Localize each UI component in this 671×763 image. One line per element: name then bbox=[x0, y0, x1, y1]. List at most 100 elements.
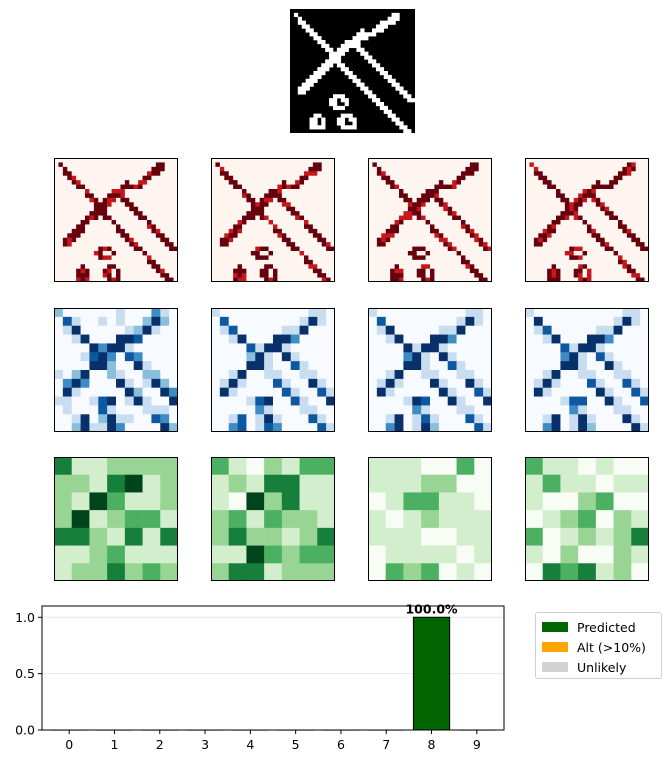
feature-cell bbox=[452, 197, 457, 203]
feature-cell bbox=[412, 414, 422, 424]
feature-cell bbox=[142, 233, 148, 239]
feature-cell bbox=[85, 264, 90, 270]
feature-cell bbox=[613, 171, 619, 177]
feature-cell bbox=[273, 242, 278, 247]
feature-cell bbox=[542, 215, 548, 221]
feature-cell bbox=[525, 268, 530, 274]
feature-cell bbox=[430, 162, 435, 168]
feature-cell bbox=[425, 277, 431, 282]
feature-cell bbox=[299, 334, 309, 344]
feature-cell bbox=[98, 405, 108, 415]
feature-cell bbox=[560, 264, 566, 270]
feature-cell bbox=[394, 343, 404, 353]
feature-cell bbox=[613, 492, 632, 511]
feature-cell bbox=[644, 233, 649, 239]
feature-cell bbox=[273, 189, 278, 194]
input-pixel bbox=[352, 121, 357, 126]
input-pixel bbox=[317, 71, 322, 76]
feature-cell bbox=[281, 414, 292, 424]
feature-cell bbox=[421, 334, 431, 344]
feature-cell bbox=[421, 224, 426, 230]
feature-cell bbox=[438, 166, 444, 172]
feature-cell bbox=[71, 184, 77, 190]
feature-cell bbox=[215, 158, 221, 163]
feature-cell bbox=[120, 255, 126, 261]
feature-cell bbox=[317, 211, 323, 216]
feature-cell bbox=[169, 189, 174, 194]
feature-cell bbox=[438, 242, 444, 247]
feature-cell bbox=[631, 251, 637, 256]
feature-cell bbox=[317, 175, 323, 181]
feature-cell bbox=[622, 361, 632, 371]
feature-cell bbox=[299, 510, 318, 529]
feature-cell bbox=[474, 264, 480, 270]
feature-cell bbox=[93, 193, 99, 199]
feature-cell bbox=[89, 563, 108, 581]
feature-cell bbox=[631, 387, 641, 397]
feature-cell bbox=[299, 255, 305, 261]
feature-cell bbox=[259, 264, 265, 270]
feature-cell bbox=[587, 220, 592, 225]
feature-cell bbox=[290, 334, 300, 344]
feature-cell bbox=[368, 189, 373, 194]
feature-cell bbox=[542, 220, 548, 225]
feature-cell bbox=[98, 277, 104, 282]
feature-cell bbox=[622, 211, 628, 216]
feature-cell bbox=[573, 259, 579, 265]
feature-cell bbox=[600, 228, 606, 234]
feature-cell bbox=[330, 220, 335, 225]
feature-cell bbox=[160, 166, 166, 172]
feature-cell bbox=[591, 228, 597, 234]
feature-cell bbox=[403, 162, 409, 168]
feature-cell bbox=[551, 237, 557, 243]
feature-cell bbox=[551, 405, 561, 415]
feature-cell bbox=[67, 228, 73, 234]
feature-cell bbox=[308, 224, 314, 230]
feature-cell bbox=[533, 224, 539, 230]
feature-cell bbox=[273, 343, 283, 353]
feature-cell bbox=[211, 242, 216, 247]
feature-cell bbox=[304, 251, 309, 256]
feature-cell bbox=[438, 352, 449, 362]
feature-cell bbox=[169, 228, 174, 234]
feature-cell bbox=[587, 197, 592, 203]
feature-cell bbox=[317, 545, 335, 564]
feature-cell bbox=[421, 370, 431, 380]
feature-cell bbox=[246, 255, 252, 261]
feature-cell bbox=[573, 158, 579, 163]
feature-cell bbox=[250, 251, 256, 256]
feature-cell bbox=[71, 202, 77, 208]
feature-cell bbox=[120, 158, 126, 163]
feature-cell bbox=[403, 474, 422, 493]
feature-cell bbox=[138, 162, 143, 168]
feature-cell bbox=[211, 233, 216, 239]
feature-cell bbox=[173, 264, 178, 270]
feature-cell bbox=[421, 206, 426, 212]
input-pixel bbox=[352, 43, 357, 49]
feature-cell bbox=[591, 259, 597, 265]
feature-cell bbox=[390, 197, 395, 203]
feature-cell bbox=[317, 220, 323, 225]
feature-cell bbox=[98, 180, 104, 185]
feature-cell bbox=[211, 492, 230, 511]
feature-cell bbox=[290, 308, 300, 318]
feature-cell bbox=[533, 228, 539, 234]
feature-cell bbox=[600, 184, 606, 190]
feature-cell bbox=[399, 158, 404, 163]
feature-cell bbox=[67, 251, 73, 256]
feature-cell bbox=[250, 220, 256, 225]
feature-cell bbox=[390, 220, 395, 225]
feature-cell bbox=[443, 189, 449, 194]
feature-cell bbox=[609, 264, 614, 270]
input-image bbox=[290, 9, 415, 133]
feature-cell bbox=[529, 162, 535, 168]
feature-cell bbox=[635, 273, 641, 278]
feature-cell bbox=[124, 180, 130, 185]
feature-cell bbox=[89, 180, 95, 185]
feature-cell bbox=[556, 206, 561, 212]
feature-map-reds-1 bbox=[54, 158, 178, 282]
feature-cell bbox=[173, 220, 178, 225]
feature-cell bbox=[317, 246, 323, 252]
feature-cell bbox=[308, 228, 314, 234]
feature-cell bbox=[421, 242, 426, 247]
